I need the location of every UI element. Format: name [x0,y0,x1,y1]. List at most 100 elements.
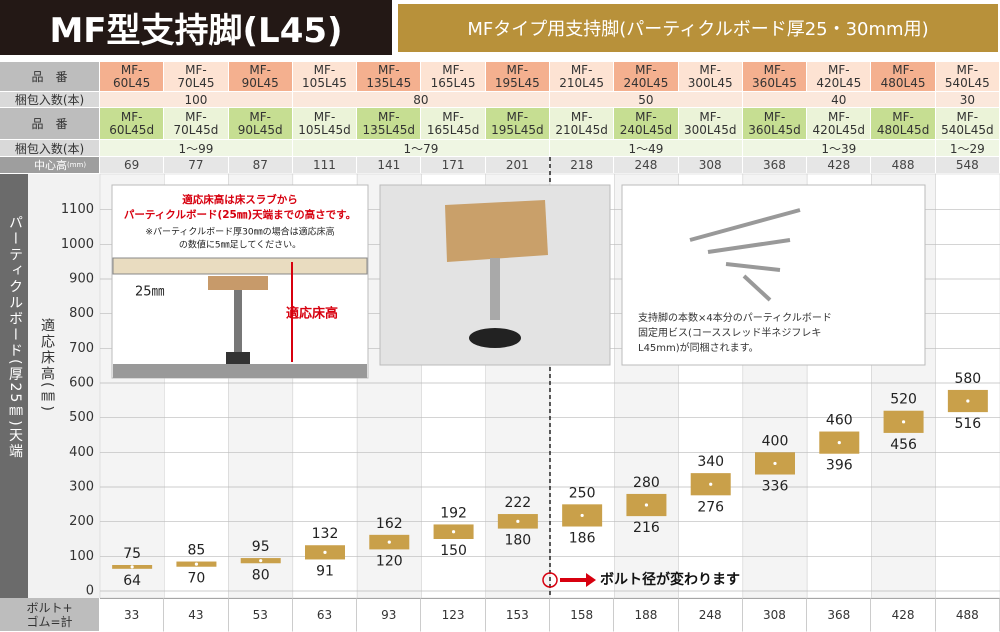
model-cell: MF-60L45 [100,62,165,92]
bar-dot [773,461,777,466]
bar-dot [323,550,327,554]
annotation-circle [542,572,558,588]
diagram-height: 適応床高 [286,306,338,322]
bar-dot [709,482,713,486]
screw [742,274,772,302]
board [112,257,368,275]
high-label: 95 [252,539,270,555]
model-cell: MF-540L45d [935,108,1000,140]
low-label: 91 [316,563,334,579]
model-d: MF-195L45d [491,109,544,137]
photo-bolt [490,258,500,320]
model: MF-540L45 [944,62,990,90]
y-tick-label: 0 [86,584,94,599]
diagram-title: 適応床高は床スラブから [182,193,298,206]
model-d: MF-300L45d [683,109,737,137]
annotation: ボルト径が変わります [600,571,740,588]
high-label: 250 [569,485,596,501]
model-cell: MF-480L45 [871,62,936,92]
model: MF-210L45 [559,62,605,90]
center-height: 69 [100,157,165,174]
title: MF型支持脚(L45) [0,0,392,55]
model-cell: MF-195L45d [485,108,550,140]
center-height: 141 [357,157,422,174]
pedestal-top [208,276,268,290]
model-d: MF-60L45d [109,109,155,137]
low-label: 396 [826,458,853,474]
model-cell: MF-240L45 [614,62,679,92]
model-cell: MF-360L45 [742,62,808,92]
model-cell: MF-420L45d [807,108,872,140]
row-label: 中心高 (mm) [0,157,100,174]
bar-dot [966,399,970,403]
y-tick-label: 400 [69,445,94,460]
model-cell: MF-540L45 [935,62,1000,92]
photo-board [445,200,548,262]
bottom-label-line: ボルト+ [26,600,73,615]
high-label: 192 [440,505,467,521]
diagram-note: の数値に5㎜足してください。 [179,239,301,251]
model-d: MF-70L45d [173,109,219,137]
model-cell: MF-70L45d [164,108,229,140]
y-tick-label: 300 [69,480,94,495]
subtitle: MFタイプ用支持脚(パーティクルボード厚25・30mm用) [398,4,998,52]
model-cell: MF-105L45d [292,108,358,140]
model-cell: MF-105L45 [292,62,358,92]
high-label: 222 [504,495,531,511]
y-tick-label: 1100 [61,202,94,217]
pack-count: 80 [292,92,550,108]
y-tick-label: 800 [69,306,94,321]
low-label: 276 [697,499,724,515]
row-label: 品 番 [0,108,100,140]
screw [725,262,781,272]
model-cell: MF-135L45 [357,62,422,92]
low-label: 80 [252,567,270,583]
pack-count: 50 [550,92,743,108]
low-label: 456 [890,437,917,453]
y-tick-label: 100 [69,549,94,564]
screw-box [621,184,926,366]
diagram-title: パーティクルボード(25㎜)天端までの高さです。 [124,208,356,221]
model-cell: MF-60L45d [100,108,165,140]
y-tick-label: 200 [69,514,94,529]
model-d: MF-90L45d [237,109,283,137]
model: MF-60L45 [113,62,151,90]
bottom-value: 308 [742,598,808,632]
model-d: MF-210L45d [555,109,608,137]
model-cell: MF-90L45d [228,108,293,140]
vertical-label: 適応床高(㎜) [39,318,55,413]
y-tick-label: 700 [69,341,94,356]
low-label: 70 [188,571,206,587]
model-cell: MF-360L45d [742,108,808,140]
model: MF-300L45 [687,62,733,90]
screw [689,208,801,242]
model-d: MF-540L45d [941,109,994,137]
model-cell: MF-165L45 [421,62,486,92]
model-d: MF-420L45d [812,109,866,137]
model-cell: MF-420L45 [807,62,872,92]
model-cell: MF-195L45 [485,62,550,92]
bottom-value: 93 [357,598,422,632]
bar-dot [580,513,584,518]
center-height: 428 [807,157,872,174]
model: MF-240L45 [623,62,669,90]
high-label: 580 [954,371,981,387]
bar-dot [644,503,649,507]
model-cell: MF-300L45 [678,62,743,92]
low-label: 180 [504,533,531,549]
center-height: 111 [292,157,358,174]
center-height: 218 [550,157,615,174]
bar-dot [837,441,841,445]
model-cell: MF-300L45d [678,108,743,140]
high-label: 400 [762,433,789,449]
row-label: 品 番 [0,62,100,92]
model: MF-420L45 [816,62,862,90]
high-label: 340 [697,454,724,470]
row-label: 梱包入数(本) [0,92,100,108]
bar-dot [130,565,134,569]
bottom-value: 188 [614,598,679,632]
bar-dot [901,420,906,424]
low-label: 216 [633,520,660,536]
model: MF-135L45 [366,62,412,90]
model: MF-480L45 [880,62,926,90]
